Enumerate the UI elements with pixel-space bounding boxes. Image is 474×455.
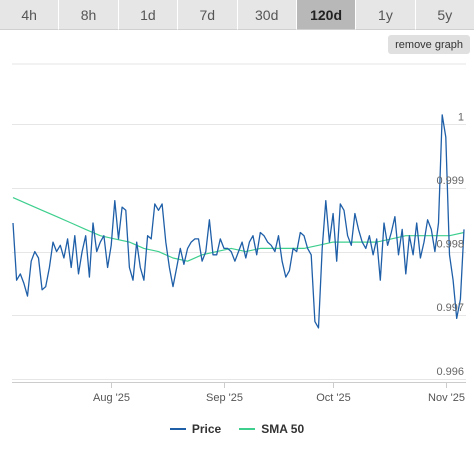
tab-8h[interactable]: 8h — [59, 0, 119, 30]
x-tick-label: Oct '25 — [316, 392, 351, 404]
x-tick-label: Sep '25 — [206, 392, 243, 404]
legend-label-price: Price — [191, 422, 222, 436]
chart-grid — [12, 63, 466, 380]
price-line — [12, 114, 465, 329]
y-tick-label: 1 — [458, 111, 464, 123]
y-tick-label: 0.998 — [436, 239, 464, 251]
tab-7d[interactable]: 7d — [178, 0, 238, 30]
legend-swatch-sma — [239, 428, 256, 430]
legend-label-sma: SMA 50 — [261, 422, 305, 436]
chart-series — [12, 114, 465, 329]
y-tick-label: 0.996 — [436, 366, 464, 378]
x-tick-label: Nov '25 — [428, 392, 465, 404]
x-tick-label: Aug '25 — [93, 392, 130, 404]
x-axis: Aug '25 Sep '25 Oct '25 Nov '25 — [12, 382, 466, 404]
tab-5y[interactable]: 5y — [415, 0, 474, 30]
timeframe-tabs: 4h 8h 1d 7d 30d 120d 1y 5y — [0, 0, 474, 30]
remove-graph-button[interactable]: remove graph — [388, 35, 470, 54]
y-tick-label: 0.999 — [436, 175, 464, 187]
legend-item-price[interactable]: Price — [169, 422, 222, 436]
legend-item-sma[interactable]: SMA 50 — [239, 422, 304, 436]
y-axis-labels: 1 0.999 0.998 0.997 0.996 — [436, 111, 464, 377]
chart-legend: Price SMA 50 — [0, 420, 474, 438]
tab-4h[interactable]: 4h — [0, 0, 60, 30]
legend-swatch-price — [169, 428, 186, 430]
tab-30d[interactable]: 30d — [237, 0, 297, 30]
tab-120d[interactable]: 120d — [296, 0, 357, 30]
y-tick-label: 0.997 — [436, 302, 464, 314]
tab-1d[interactable]: 1d — [118, 0, 179, 30]
tab-1y[interactable]: 1y — [356, 0, 416, 30]
